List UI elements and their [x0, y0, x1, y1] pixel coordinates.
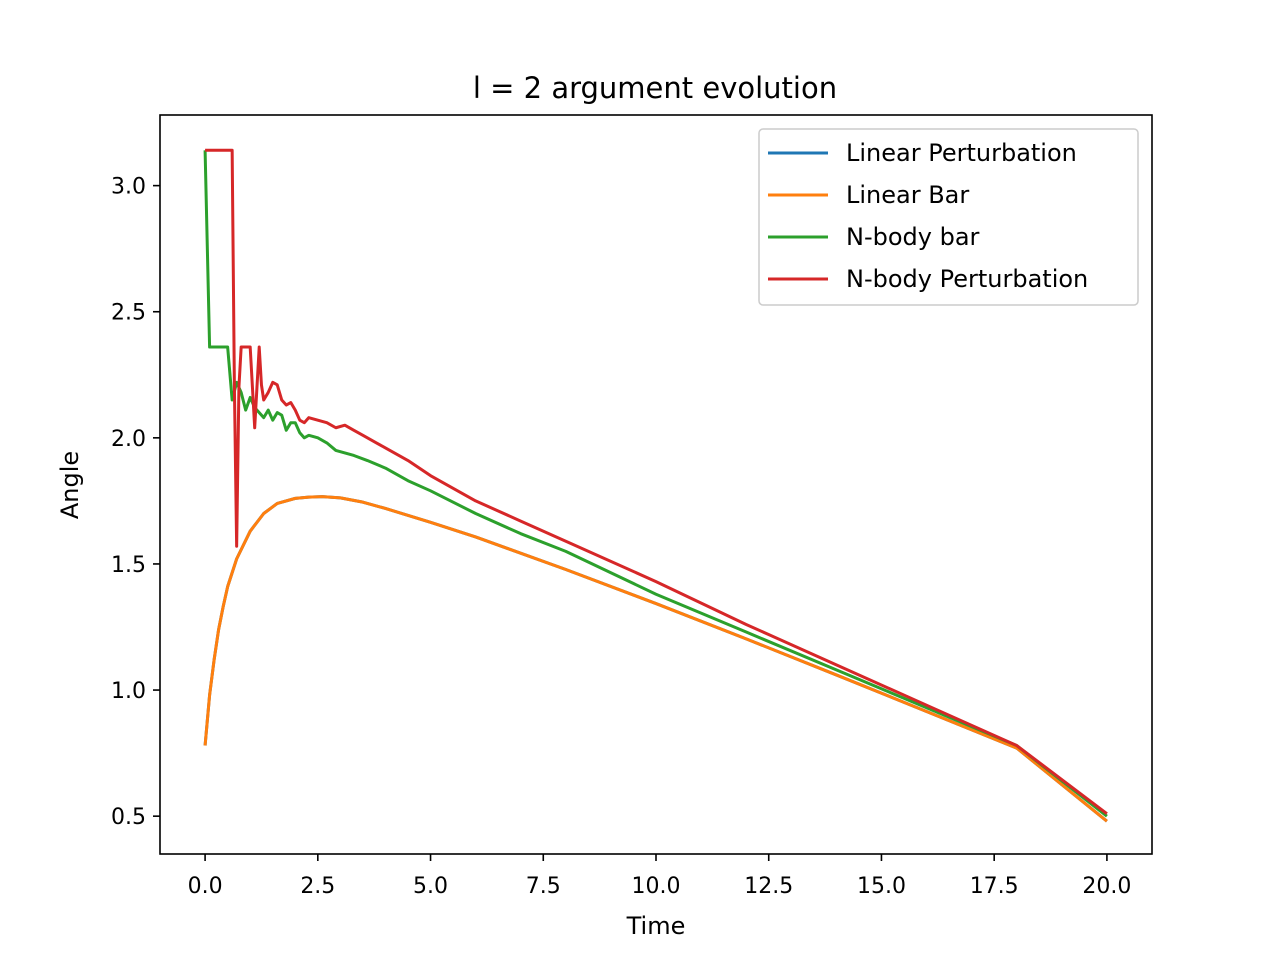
y-tick-label: 0.5	[111, 805, 146, 830]
series-line-n-body-perturbation	[205, 148, 1108, 815]
legend-label-n-body-perturbation: N-body Perturbation	[846, 265, 1088, 293]
legend-label-linear-bar: Linear Bar	[846, 181, 969, 209]
legend: Linear Perturbation Linear Bar N-body bar N…	[758, 128, 1139, 306]
x-tick-label: 15.0	[857, 874, 906, 899]
legend-label-n-body-bar: N-body bar	[846, 223, 980, 251]
x-tick-label: 0.0	[188, 874, 223, 899]
y-tick-label: 2.5	[111, 301, 146, 326]
x-tick-label: 7.5	[526, 874, 561, 899]
legend-label-linear-perturbation: Linear Perturbation	[846, 139, 1077, 167]
series-layer	[203, 148, 1108, 823]
x-tick-label: 10.0	[632, 874, 681, 899]
series-line-linear-perturbation	[203, 495, 1108, 823]
x-axis: 0.0 2.5 5.0 7.5 10.0 12.5 15.0 17.5 20.0	[188, 854, 1131, 899]
y-tick-label: 2.0	[111, 427, 146, 452]
y-axis-label: Angle	[56, 451, 84, 519]
series-line-n-body-bar	[203, 150, 1108, 818]
x-tick-label: 2.5	[300, 874, 335, 899]
y-tick-label: 1.5	[111, 553, 146, 578]
x-tick-label: 17.5	[970, 874, 1019, 899]
x-tick-label: 12.5	[744, 874, 793, 899]
y-axis: 0.5 1.0 1.5 2.0 2.5 3.0	[111, 175, 160, 830]
legend-box	[758, 128, 1139, 306]
x-tick-label: 5.0	[413, 874, 448, 899]
x-axis-label: Time	[626, 912, 686, 940]
x-tick-label: 20.0	[1082, 874, 1131, 899]
chart-title: l = 2 argument evolution	[473, 71, 837, 105]
series-line-linear-bar	[203, 495, 1108, 823]
y-tick-label: 3.0	[111, 175, 146, 200]
y-tick-label: 1.0	[111, 679, 146, 704]
